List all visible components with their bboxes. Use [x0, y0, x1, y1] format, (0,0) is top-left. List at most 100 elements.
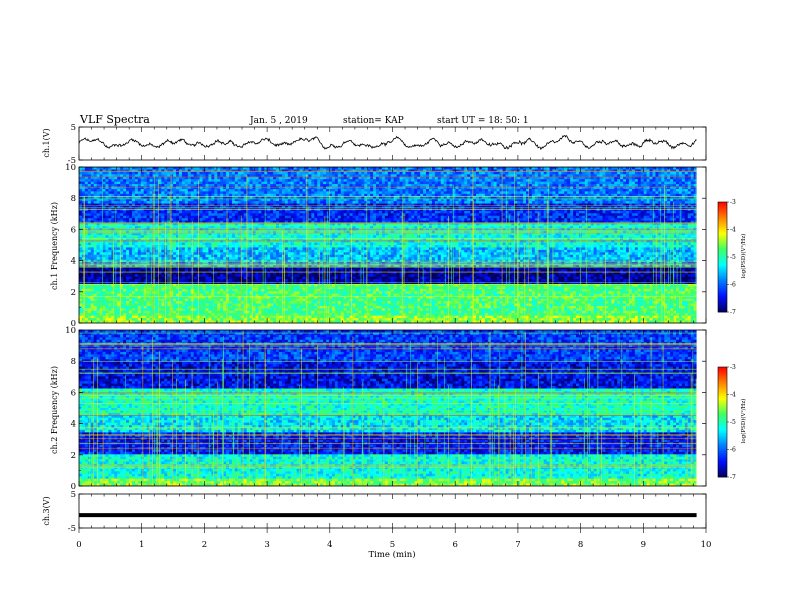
- spectrogram-cell: [364, 182, 367, 185]
- spectrogram-cell: [164, 174, 167, 177]
- spectrogram-cell: [485, 172, 488, 175]
- spectrogram-cell: [361, 174, 364, 177]
- spectrogram-cell: [376, 174, 379, 177]
- spectrogram-cell: [652, 174, 655, 177]
- spectrogram-cell: [185, 174, 188, 177]
- spectrogram-cell: [141, 167, 144, 170]
- spectrogram-cell: [561, 174, 564, 177]
- spectrogram-cell: [564, 167, 567, 170]
- spectrogram-cell: [344, 172, 347, 175]
- spectrogram-cell: [497, 182, 500, 185]
- spectrogram-cell: [447, 184, 450, 187]
- spectrogram-cell: [523, 182, 526, 185]
- spectrogram-cell: [261, 182, 264, 185]
- spectrogram-cell: [341, 182, 344, 185]
- spectrogram-cell: [164, 172, 167, 175]
- spectrogram-cell: [344, 167, 347, 170]
- spectrogram-cell: [635, 182, 638, 185]
- spectrogram-cell: [111, 182, 114, 185]
- spectrogram-cell: [453, 172, 456, 175]
- spectrogram-cell: [467, 174, 470, 177]
- spectrogram-cell: [614, 179, 617, 182]
- spectrogram-cell: [167, 182, 170, 185]
- spectrogram-cell: [217, 167, 220, 170]
- spectrogram-cell: [217, 184, 220, 187]
- spectrogram-cell: [344, 184, 347, 187]
- spectrogram-cell: [688, 174, 691, 177]
- spectrogram-cell: [661, 172, 664, 175]
- spectrogram-cell: [458, 167, 461, 170]
- spectrogram-cell: [303, 182, 306, 185]
- spectrogram-cell: [520, 167, 523, 170]
- spectrogram-cell: [329, 182, 332, 185]
- spectrogram-cell: [200, 179, 203, 182]
- spectrogram-cell: [435, 172, 438, 175]
- spectrogram-cell: [444, 167, 447, 170]
- spectrogram-cell: [420, 179, 423, 182]
- spectrogram-cell: [173, 167, 176, 170]
- spectrogram-cell: [226, 174, 229, 177]
- spectrogram-cell: [367, 182, 370, 185]
- spectrogram-cell: [494, 167, 497, 170]
- spectrogram-cell: [552, 174, 555, 177]
- spectrogram-cell: [170, 179, 173, 182]
- spectrogram-cell: [164, 184, 167, 187]
- spectrogram-cell: [691, 179, 694, 182]
- spectrogram-cell: [611, 167, 614, 170]
- spectrogram-cell: [576, 167, 579, 170]
- spectrogram-cell: [191, 182, 194, 185]
- spectrogram-cell: [438, 174, 441, 177]
- spectrogram-cell: [582, 174, 585, 177]
- spectrogram-cell: [94, 172, 97, 175]
- spectrogram-cell: [394, 184, 397, 187]
- spectrogram-cell: [523, 172, 526, 175]
- spectrogram-cell: [450, 167, 453, 170]
- spectrogram-cell: [267, 167, 270, 170]
- spectrogram-cell: [217, 172, 220, 175]
- spectrogram-cell: [388, 179, 391, 182]
- spectrogram-cell: [297, 167, 300, 170]
- spectrogram-cell: [544, 167, 547, 170]
- spectrogram-cell: [397, 182, 400, 185]
- spectrogram-cell: [482, 172, 485, 175]
- spectrogram-cell: [629, 182, 632, 185]
- spectrogram-cell: [150, 172, 153, 175]
- spectrogram-cell: [403, 172, 406, 175]
- spectrogram-cell: [588, 172, 591, 175]
- spectrogram-cell: [426, 174, 429, 177]
- spectrogram-cell: [108, 184, 111, 187]
- spectrogram-cell: [535, 172, 538, 175]
- spectrogram-cell: [335, 172, 338, 175]
- spectrogram-cell: [508, 182, 511, 185]
- spectrogram-cell: [623, 179, 626, 182]
- spectrogram-cell: [138, 174, 141, 177]
- spectrogram-cell: [255, 174, 258, 177]
- spectrogram-cell: [364, 167, 367, 170]
- spectrogram-cell: [250, 179, 253, 182]
- spectrogram-cell: [253, 179, 256, 182]
- spectrogram-cell: [270, 167, 273, 170]
- spectrogram-cell: [488, 167, 491, 170]
- spectrogram-cell: [379, 174, 382, 177]
- spectrogram-cell: [311, 184, 314, 187]
- spectrogram-cell: [670, 172, 673, 175]
- station-label: station= KAP: [343, 116, 404, 126]
- spectrogram-cell: [502, 182, 505, 185]
- spectrogram-cell: [388, 184, 391, 187]
- spectrogram-cell: [267, 179, 270, 182]
- spectrogram-cell: [97, 182, 100, 185]
- spectrogram-cell: [620, 174, 623, 177]
- spectrogram-cell: [594, 179, 597, 182]
- spectrogram-cell: [353, 172, 356, 175]
- spectrogram-cell: [326, 182, 329, 185]
- spectrogram-cell: [214, 184, 217, 187]
- spectrogram-cell: [317, 179, 320, 182]
- spectrogram-cell: [294, 174, 297, 177]
- spectrogram-cell: [382, 174, 385, 177]
- spectrogram-cell: [147, 182, 150, 185]
- spectrogram-cell: [670, 174, 673, 177]
- spectrogram-cell: [650, 182, 653, 185]
- spectrogram-cell: [282, 174, 285, 177]
- spectrogram-cell: [276, 184, 279, 187]
- spectrogram-cell: [447, 172, 450, 175]
